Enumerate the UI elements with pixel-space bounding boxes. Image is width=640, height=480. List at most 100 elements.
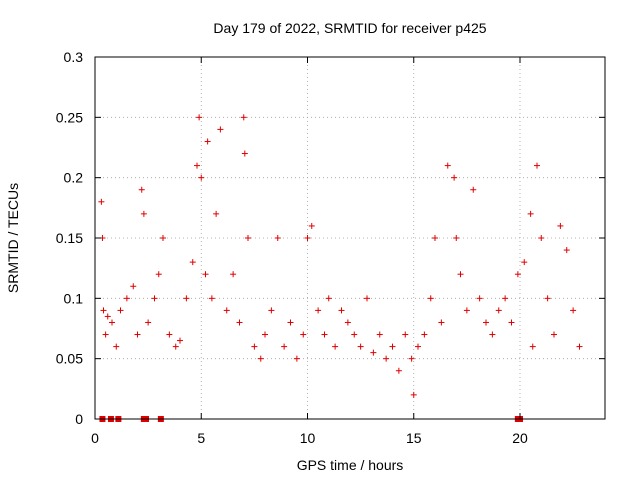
data-point — [395, 367, 402, 374]
data-point — [410, 391, 417, 398]
data-point — [551, 331, 557, 338]
data-point — [332, 343, 339, 350]
data-point — [438, 319, 445, 326]
data-point — [451, 174, 458, 181]
data-point — [140, 210, 147, 217]
data-point — [113, 343, 120, 350]
x-axis-label: GPS time / hours — [297, 457, 404, 473]
data-point — [151, 295, 158, 302]
data-point — [208, 295, 215, 302]
data-point — [389, 343, 396, 350]
data-point — [338, 307, 345, 314]
y-tick-label: 0.1 — [64, 290, 84, 306]
data-point — [130, 283, 137, 290]
data-point — [457, 271, 464, 278]
data-point — [495, 307, 502, 314]
chart-title: Day 179 of 2022, SRMTID for receiver p42… — [213, 20, 486, 36]
data-point — [268, 307, 275, 314]
data-point — [257, 355, 264, 362]
data-point — [344, 319, 351, 326]
data-point — [230, 271, 237, 278]
data-point — [145, 319, 152, 326]
data-point — [134, 331, 141, 338]
data-point — [104, 313, 111, 320]
data-point — [117, 307, 124, 314]
y-tick-label: 0.15 — [56, 230, 83, 246]
y-tick-label: 0.3 — [64, 49, 84, 65]
data-point — [204, 138, 211, 145]
data-point — [376, 331, 383, 338]
data-point — [202, 271, 209, 278]
data-point — [534, 162, 540, 169]
data-point — [527, 210, 534, 217]
data-point — [427, 295, 434, 302]
data-point — [502, 295, 509, 302]
data-point — [196, 114, 203, 121]
x-tick-label: 0 — [91, 430, 99, 446]
data-point — [293, 355, 300, 362]
data-point — [98, 198, 105, 205]
data-point — [102, 331, 109, 338]
data-point — [241, 150, 248, 157]
data-point — [236, 319, 243, 326]
data-point — [383, 355, 390, 362]
data-point — [557, 222, 564, 229]
data-point — [544, 295, 551, 302]
y-tick-label: 0 — [75, 411, 83, 427]
data-point — [109, 319, 115, 326]
data-point — [463, 307, 470, 314]
data-point — [421, 331, 428, 338]
x-tick-label: 15 — [406, 430, 422, 446]
data-point — [281, 343, 288, 350]
data-point — [529, 343, 536, 350]
data-point — [483, 319, 489, 326]
x-tick-label: 5 — [197, 430, 205, 446]
data-points — [98, 114, 583, 422]
data-point — [251, 343, 258, 350]
data-point — [470, 186, 477, 193]
data-point — [476, 295, 483, 302]
data-point — [287, 319, 294, 326]
data-point — [262, 331, 268, 338]
data-point — [514, 271, 521, 278]
data-point — [300, 331, 307, 338]
data-point — [408, 355, 415, 362]
data-point — [183, 295, 190, 302]
y-tick-label: 0.25 — [56, 109, 83, 125]
data-point — [217, 126, 224, 133]
plot-frame — [94, 56, 606, 420]
data-point — [138, 186, 145, 193]
data-point — [274, 235, 281, 241]
data-point — [223, 307, 230, 314]
axis-ticks: 0 5 10 15 20 0 0.05 0.1 0.15 0.2 0.25 0.3 — [56, 49, 605, 446]
data-point — [576, 343, 583, 350]
y-tick-label: 0.05 — [56, 351, 83, 367]
data-point — [308, 222, 315, 229]
data-point — [100, 307, 107, 314]
data-point — [357, 343, 364, 350]
data-point — [351, 331, 358, 338]
data-point — [189, 259, 196, 266]
data-point — [213, 210, 220, 217]
grid-lines — [95, 57, 605, 419]
y-tick-label: 0.2 — [64, 170, 84, 186]
data-point — [240, 114, 247, 121]
data-point — [521, 259, 528, 266]
data-point — [194, 162, 200, 169]
data-point — [321, 331, 328, 338]
data-point — [364, 295, 370, 302]
data-point — [123, 295, 130, 302]
data-point — [160, 235, 166, 241]
data-point — [315, 307, 322, 314]
x-tick-label: 20 — [512, 430, 528, 446]
data-point — [304, 235, 311, 241]
data-point — [172, 343, 179, 350]
data-point — [166, 331, 173, 338]
data-point — [325, 295, 332, 302]
data-point — [245, 235, 251, 241]
data-point — [444, 162, 451, 169]
data-point — [198, 174, 205, 181]
data-point — [432, 235, 438, 241]
data-point — [155, 271, 162, 278]
